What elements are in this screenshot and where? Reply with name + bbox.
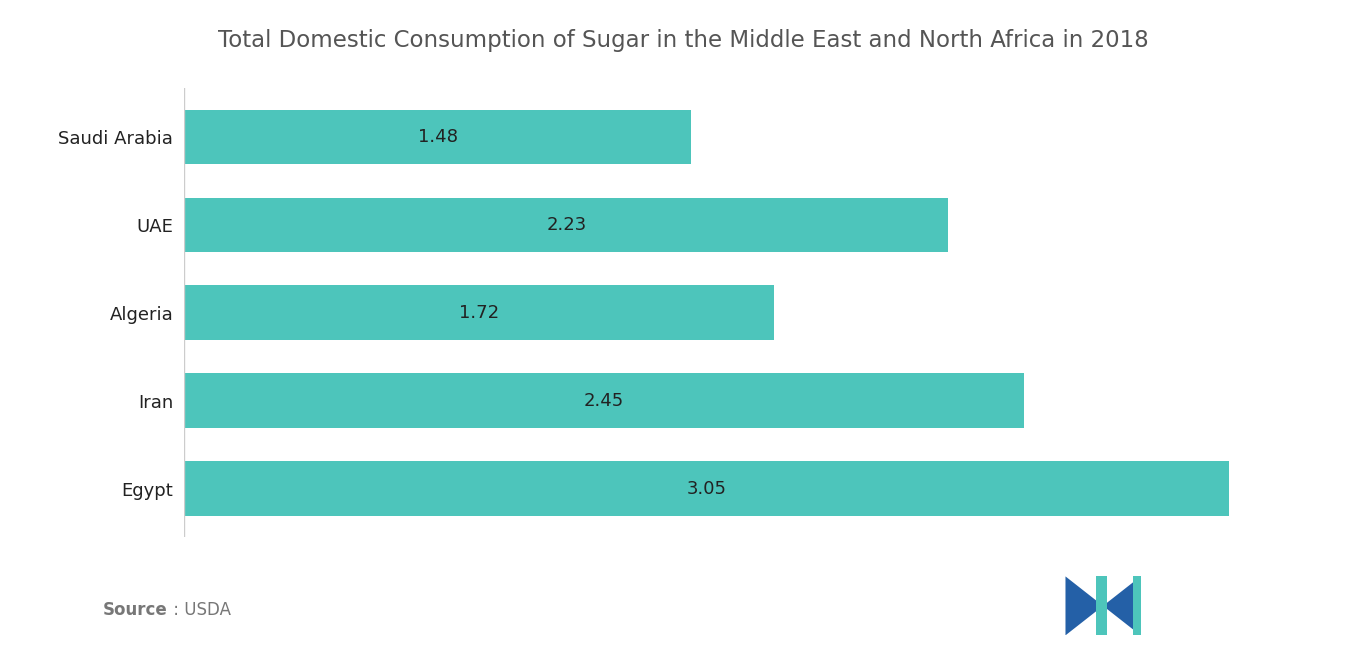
- Polygon shape: [1096, 576, 1106, 635]
- Text: : USDA: : USDA: [168, 601, 231, 619]
- Text: 2.45: 2.45: [583, 392, 624, 410]
- Bar: [184, 198, 948, 252]
- Polygon shape: [1065, 576, 1104, 635]
- Text: 1.48: 1.48: [418, 128, 458, 146]
- Bar: [184, 373, 1023, 428]
- Polygon shape: [1134, 576, 1141, 635]
- Bar: [184, 286, 773, 340]
- Text: 1.72: 1.72: [459, 304, 499, 322]
- Text: 2.23: 2.23: [546, 215, 586, 234]
- Text: Total Domestic Consumption of Sugar in the Middle East and North Africa in 2018: Total Domestic Consumption of Sugar in t…: [217, 29, 1149, 52]
- Text: Source: Source: [102, 601, 167, 619]
- Text: 3.05: 3.05: [687, 479, 727, 498]
- Polygon shape: [1104, 576, 1141, 635]
- Bar: [184, 109, 691, 164]
- Bar: [184, 461, 1229, 516]
